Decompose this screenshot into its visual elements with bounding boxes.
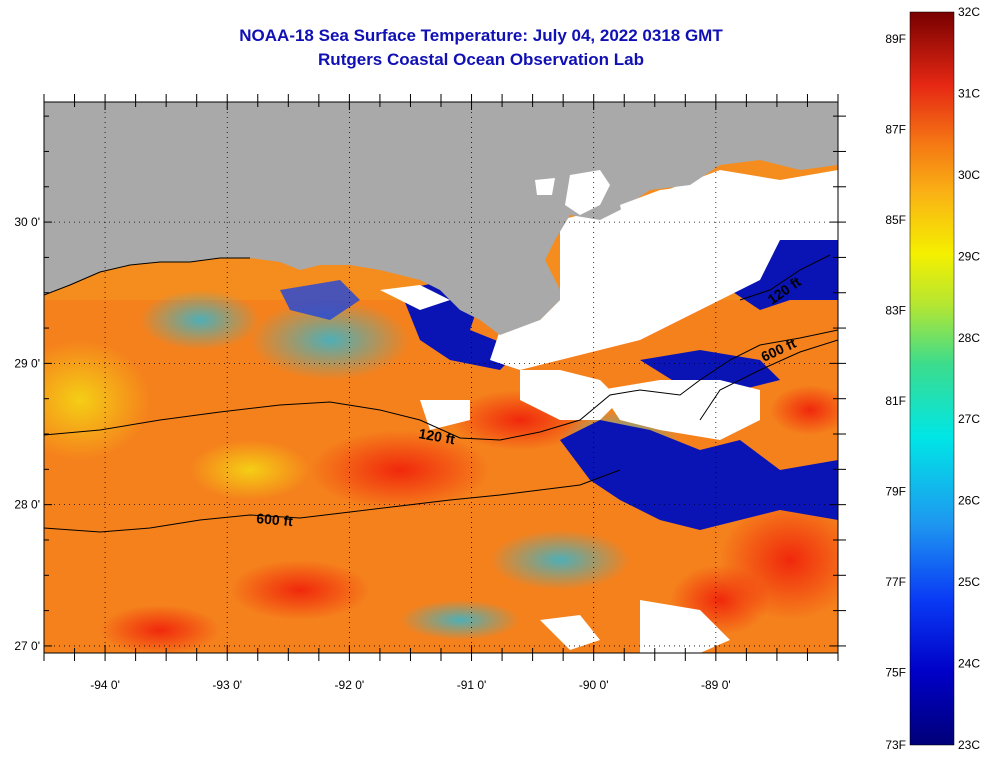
- map-subtitle: Rutgers Coastal Ocean Observation Lab: [318, 50, 644, 69]
- y-tick-label: 30 0': [14, 215, 40, 229]
- x-tick-label: -91 0': [457, 678, 487, 692]
- sst-cool-patch: [250, 300, 410, 380]
- sst-cool-patch: [490, 530, 630, 590]
- colorbar-fahrenheit-label: 75F: [885, 666, 906, 680]
- colorbar-labels: 32C 31C 30C 29C 28C 27C 26C 25C 24C 23C 89F 87F 85F 8…: [885, 5, 980, 752]
- sst-cold-region: [280, 280, 360, 320]
- isobath-120ft: [44, 329, 838, 441]
- x-tick-label: -89 0': [701, 678, 731, 692]
- colorbar-fahrenheit-label: 85F: [885, 213, 906, 227]
- colorbar-celsius-label: 26C: [958, 494, 980, 508]
- sst-cold-region: [560, 420, 838, 530]
- cloud-over-land: [565, 170, 610, 215]
- isobath-east: [739, 254, 831, 301]
- x-tick-label: -93 0': [212, 678, 242, 692]
- sst-yellow-west: [44, 340, 150, 460]
- y-tick-label: 27 0': [14, 639, 40, 653]
- colorbar-celsius-label: 25C: [958, 575, 980, 589]
- colorbar-celsius-label: 23C: [958, 738, 980, 752]
- cloud-mask: [490, 170, 838, 370]
- map-title: NOAA-18 Sea Surface Temperature: July 04…: [239, 26, 723, 45]
- sst-cool-patch: [400, 600, 520, 640]
- colorbar-fahrenheit-label: 81F: [885, 394, 906, 408]
- sst-warm-patch: [230, 560, 370, 620]
- colorbar-fahrenheit-label: 73F: [885, 738, 906, 752]
- colorbar-celsius-label: 29C: [958, 249, 980, 263]
- y-tick-label: 29 0': [14, 356, 40, 370]
- x-tick-label: -94 0': [90, 678, 120, 692]
- colorbar-fahrenheit-label: 79F: [885, 485, 906, 499]
- isobath-east: [699, 339, 838, 421]
- colorbar-celsius-label: 32C: [958, 5, 980, 19]
- coastline: [44, 257, 250, 296]
- sst-cool-patch: [140, 290, 260, 350]
- land-mask: [44, 102, 838, 335]
- cloud-over-land: [535, 178, 555, 195]
- y-tick-label: 28 0': [14, 498, 40, 512]
- cloud-mask: [600, 380, 760, 440]
- cloud-mask: [380, 285, 450, 310]
- x-tick-label: -90 0': [579, 678, 609, 692]
- colorbar: [909, 11, 955, 746]
- sst-warm-patch: [770, 385, 838, 435]
- cloud-over-land: [565, 242, 585, 270]
- colorbar-fahrenheit-label: 77F: [885, 575, 906, 589]
- colorbar-celsius-label: 30C: [958, 168, 980, 182]
- sst-warm-patch: [100, 605, 220, 653]
- contour-label-600ft: 600 ft: [256, 510, 294, 529]
- colorbar-celsius-label: 28C: [958, 331, 980, 345]
- isobath-600ft: [44, 469, 621, 533]
- cloud-mask: [540, 615, 600, 650]
- cloud-mask: [420, 400, 470, 430]
- axis-ticks: -94 0' -93 0' -92 0' -91 0' -90 0' -89 0' 30 0…: [14, 94, 846, 692]
- colorbar-fahrenheit-label: 83F: [885, 304, 906, 318]
- contour-label-120ft: 120 ft: [417, 425, 456, 447]
- colorbar-celsius-label: 27C: [958, 412, 980, 426]
- colorbar-celsius-label: 31C: [958, 86, 980, 100]
- sst-yellow-mid: [190, 440, 310, 500]
- x-tick-label: -92 0': [335, 678, 365, 692]
- colorbar-fahrenheit-label: 87F: [885, 123, 906, 137]
- cloud-over-land: [620, 185, 720, 270]
- cloud-mask: [640, 600, 730, 653]
- sst-warm-patch: [310, 430, 490, 510]
- colorbar-celsius-label: 24C: [958, 657, 980, 671]
- colorbar-fahrenheit-label: 89F: [885, 32, 906, 46]
- graticule: [44, 102, 838, 653]
